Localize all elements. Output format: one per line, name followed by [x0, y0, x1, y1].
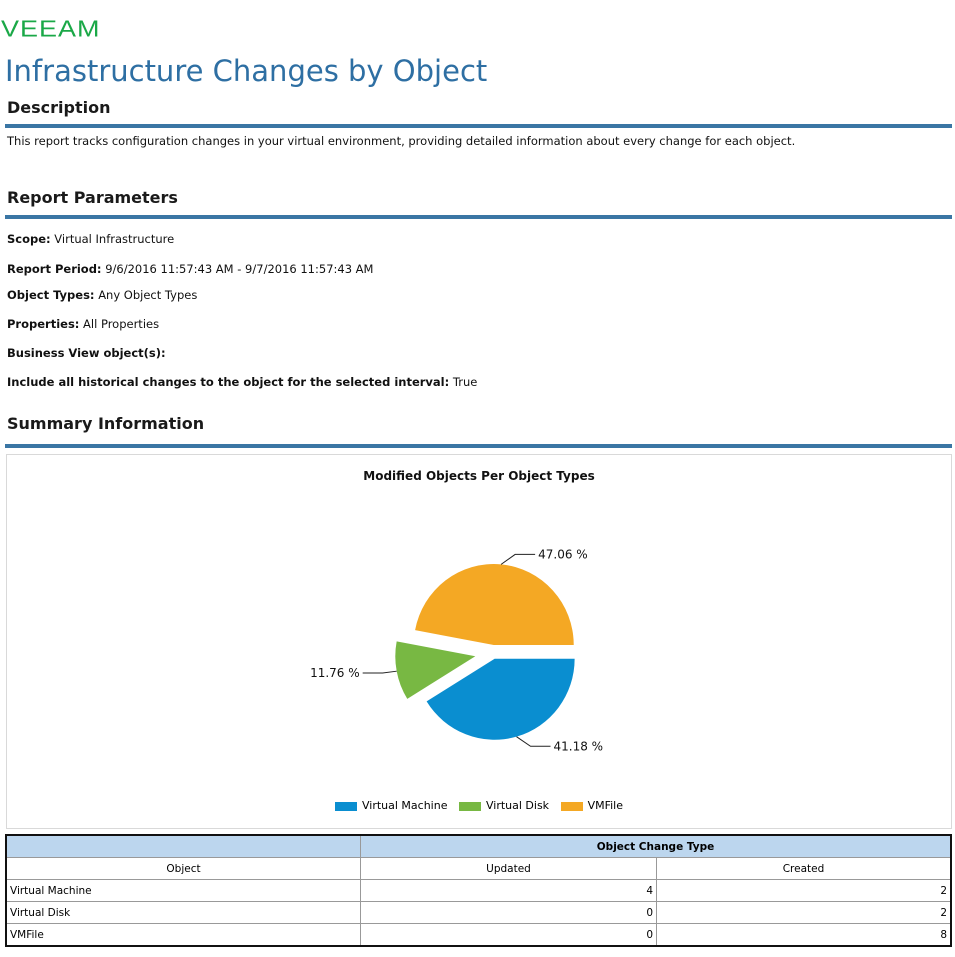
pie-chart: 41.18 % 11.76 % 47.06 %	[310, 547, 604, 753]
slice-virtual-machine	[426, 658, 575, 740]
veeam-logo: VEEAM	[1, 16, 101, 42]
cell-object: Virtual Disk	[5, 901, 361, 924]
label-vmfile: 47.06 %	[538, 547, 588, 561]
param-object-types: Object Types: Any Object Types	[7, 288, 198, 302]
label-virtual-disk: 11.76 %	[310, 666, 360, 680]
legend-item-virtual-machine: Virtual Machine	[334, 799, 447, 812]
table-row: VMFile 0 8	[5, 923, 952, 947]
leader-line	[500, 553, 536, 565]
label-virtual-machine: 41.18 %	[554, 739, 604, 753]
param-report-period: Report Period: 9/6/2016 11:57:43 AM - 9/…	[7, 262, 374, 276]
slice-virtual-disk	[395, 641, 476, 699]
column-header-created: Created	[656, 857, 952, 880]
parameters-heading: Report Parameters	[7, 188, 178, 207]
param-scope: Scope: Virtual Infrastructure	[7, 232, 175, 246]
column-header-object: Object	[5, 857, 361, 880]
description-rule	[5, 124, 952, 128]
leader-line	[516, 736, 551, 747]
parameters-rule	[5, 215, 952, 219]
description-text: This report tracks configuration changes…	[7, 134, 796, 148]
pie-chart-panel: Modified Objects Per Object Types 41.18 …	[6, 454, 952, 829]
table-corner-header	[5, 834, 361, 858]
legend-item-virtual-disk: Virtual Disk	[458, 799, 549, 812]
page-title: Infrastructure Changes by Object	[5, 54, 488, 88]
summary-rule	[5, 444, 952, 448]
leader-line	[362, 670, 397, 674]
cell-created: 2	[656, 879, 952, 902]
cell-created: 8	[656, 923, 952, 947]
chart-title: Modified Objects Per Object Types	[363, 469, 595, 483]
object-change-table: Object Change Type Object Updated Create…	[5, 834, 952, 947]
legend-swatch	[560, 801, 583, 811]
legend-swatch	[458, 801, 481, 811]
column-header-updated: Updated	[360, 857, 657, 880]
param-properties: Properties: All Properties	[7, 317, 160, 331]
cell-object: Virtual Machine	[5, 879, 361, 902]
cell-updated: 4	[360, 879, 657, 902]
chart-legend: Virtual Machine Virtual Disk VMFile	[7, 799, 951, 812]
cell-object: VMFile	[5, 923, 361, 947]
cell-updated: 0	[360, 901, 657, 924]
table-row: Virtual Disk 0 2	[5, 901, 952, 924]
slice-vmfile	[415, 564, 574, 646]
cell-updated: 0	[360, 923, 657, 947]
legend-swatch	[334, 801, 357, 811]
summary-heading: Summary Information	[7, 414, 205, 433]
group-header: Object Change Type	[360, 834, 952, 858]
param-historical-changes: Include all historical changes to the ob…	[7, 375, 478, 389]
legend-item-vmfile: VMFile	[560, 799, 623, 812]
table-row: Virtual Machine 4 2	[5, 879, 952, 902]
cell-created: 2	[656, 901, 952, 924]
description-heading: Description	[7, 98, 111, 117]
param-business-view: Business View object(s):	[7, 346, 166, 360]
